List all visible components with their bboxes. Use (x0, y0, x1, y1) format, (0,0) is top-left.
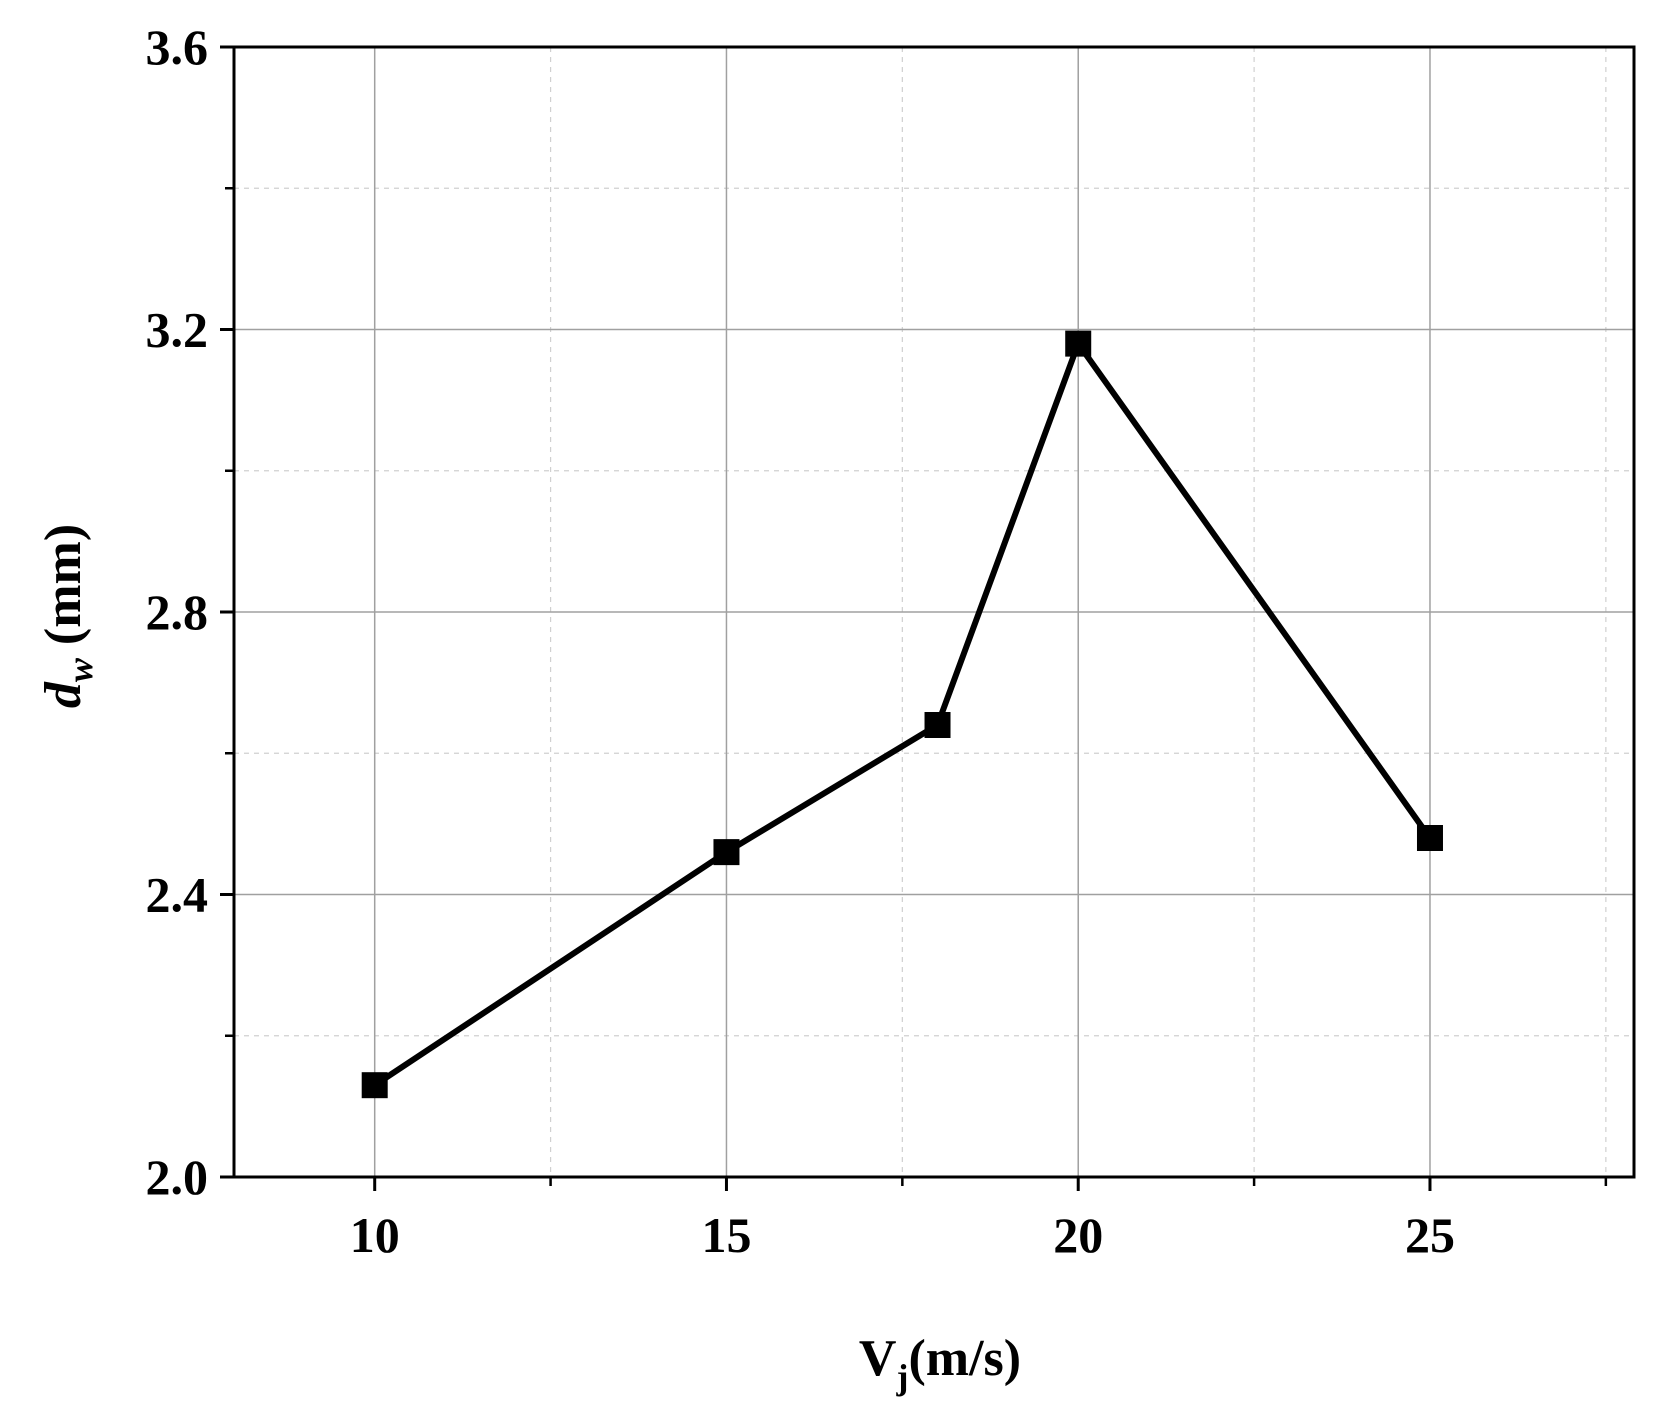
series (361, 330, 1443, 1099)
data-point-marker (1416, 825, 1443, 851)
y-tick-label: 2.8 (146, 584, 209, 640)
x-tick-label: 15 (701, 1207, 751, 1263)
y-axis-title-subscript: w (60, 657, 100, 682)
x-tick-label: 20 (1053, 1207, 1103, 1263)
data-point-marker (1065, 330, 1092, 357)
x-tick-label: 10 (350, 1207, 400, 1263)
data-point-marker (713, 839, 740, 866)
ticks (220, 45, 1608, 1191)
data-point-marker (924, 712, 951, 738)
y-axis-title: dw (mm) (35, 524, 100, 708)
x-axis-title: Vj(m/s) (859, 1330, 1021, 1397)
y-tick-label: 3.6 (146, 19, 209, 75)
x-axis-title-main: V (859, 1330, 897, 1387)
x-axis-title-subscript: j (895, 1357, 908, 1397)
data-point-marker (361, 1072, 388, 1099)
y-tick-label: 2.4 (146, 867, 209, 923)
y-tick-label: 3.2 (146, 302, 209, 358)
tick-labels: 10 15 20 25 2.0 2.4 2.8 3.2 3.6 (146, 19, 1455, 1263)
x-axis-title-units: (m/s) (908, 1330, 1021, 1387)
grid (234, 47, 1634, 1177)
y-axis-title-main: d (35, 681, 92, 708)
series-line (373, 337, 1433, 1088)
y-tick-label: 2.0 (146, 1149, 209, 1205)
y-axis-title-units: (mm) (35, 524, 92, 658)
x-tick-label: 25 (1405, 1207, 1455, 1263)
